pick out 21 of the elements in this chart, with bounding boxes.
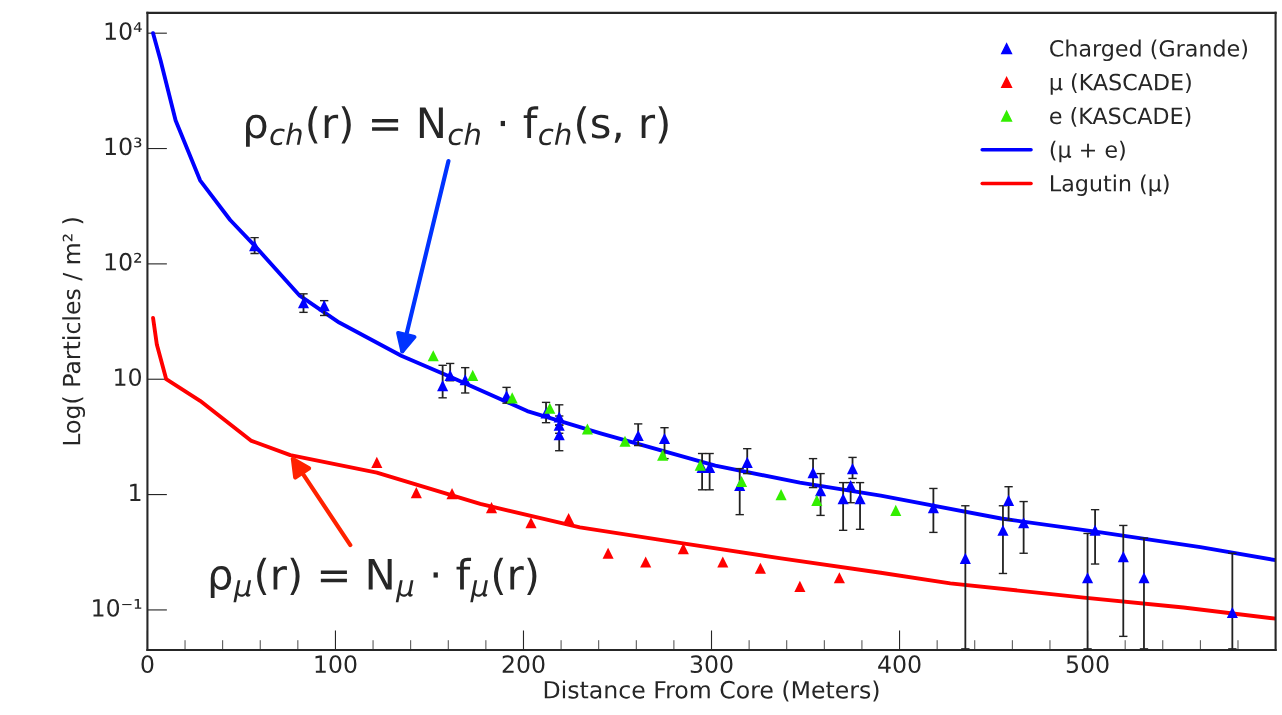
y-tick-label: 10⁴ bbox=[105, 22, 142, 40]
legend-label: Lagutin (μ) bbox=[1051, 174, 1169, 196]
x-tick-label: 500 bbox=[1066, 655, 1109, 674]
legend-label: μ (KASCADE) bbox=[1050, 73, 1191, 95]
y-tick-label: 10⁻¹ bbox=[93, 598, 142, 617]
x-tick-label: 400 bbox=[878, 655, 921, 674]
x-tick-label: 200 bbox=[502, 655, 545, 674]
legend-label: Charged (Grande) bbox=[1050, 39, 1248, 62]
x-tick-label: 300 bbox=[690, 655, 733, 674]
y-axis-title: Log( Particles / m² ) bbox=[62, 218, 86, 445]
y-tick-label: 1 bbox=[130, 483, 141, 502]
y-tick-label: 10² bbox=[105, 252, 142, 271]
legend-label: e (KASCADE) bbox=[1050, 107, 1191, 127]
y-tick-label: 10³ bbox=[105, 137, 142, 156]
x-tick-label: 100 bbox=[315, 655, 357, 674]
y-tick-label: 10 bbox=[115, 368, 141, 387]
legend-label: (μ + e) bbox=[1050, 140, 1125, 163]
annotation: ρ$_{μ}$(r) = N$_{μ}$ · f$_{μ}$(r) bbox=[210, 557, 537, 603]
annotation: ρ$_{ch}$(r) = N$_{ch}$ · f$_{ch}$(s, r) bbox=[246, 106, 668, 147]
x-tick-label: 0 bbox=[141, 655, 154, 674]
x-axis-title: Distance From Core (Meters) bbox=[544, 680, 879, 702]
